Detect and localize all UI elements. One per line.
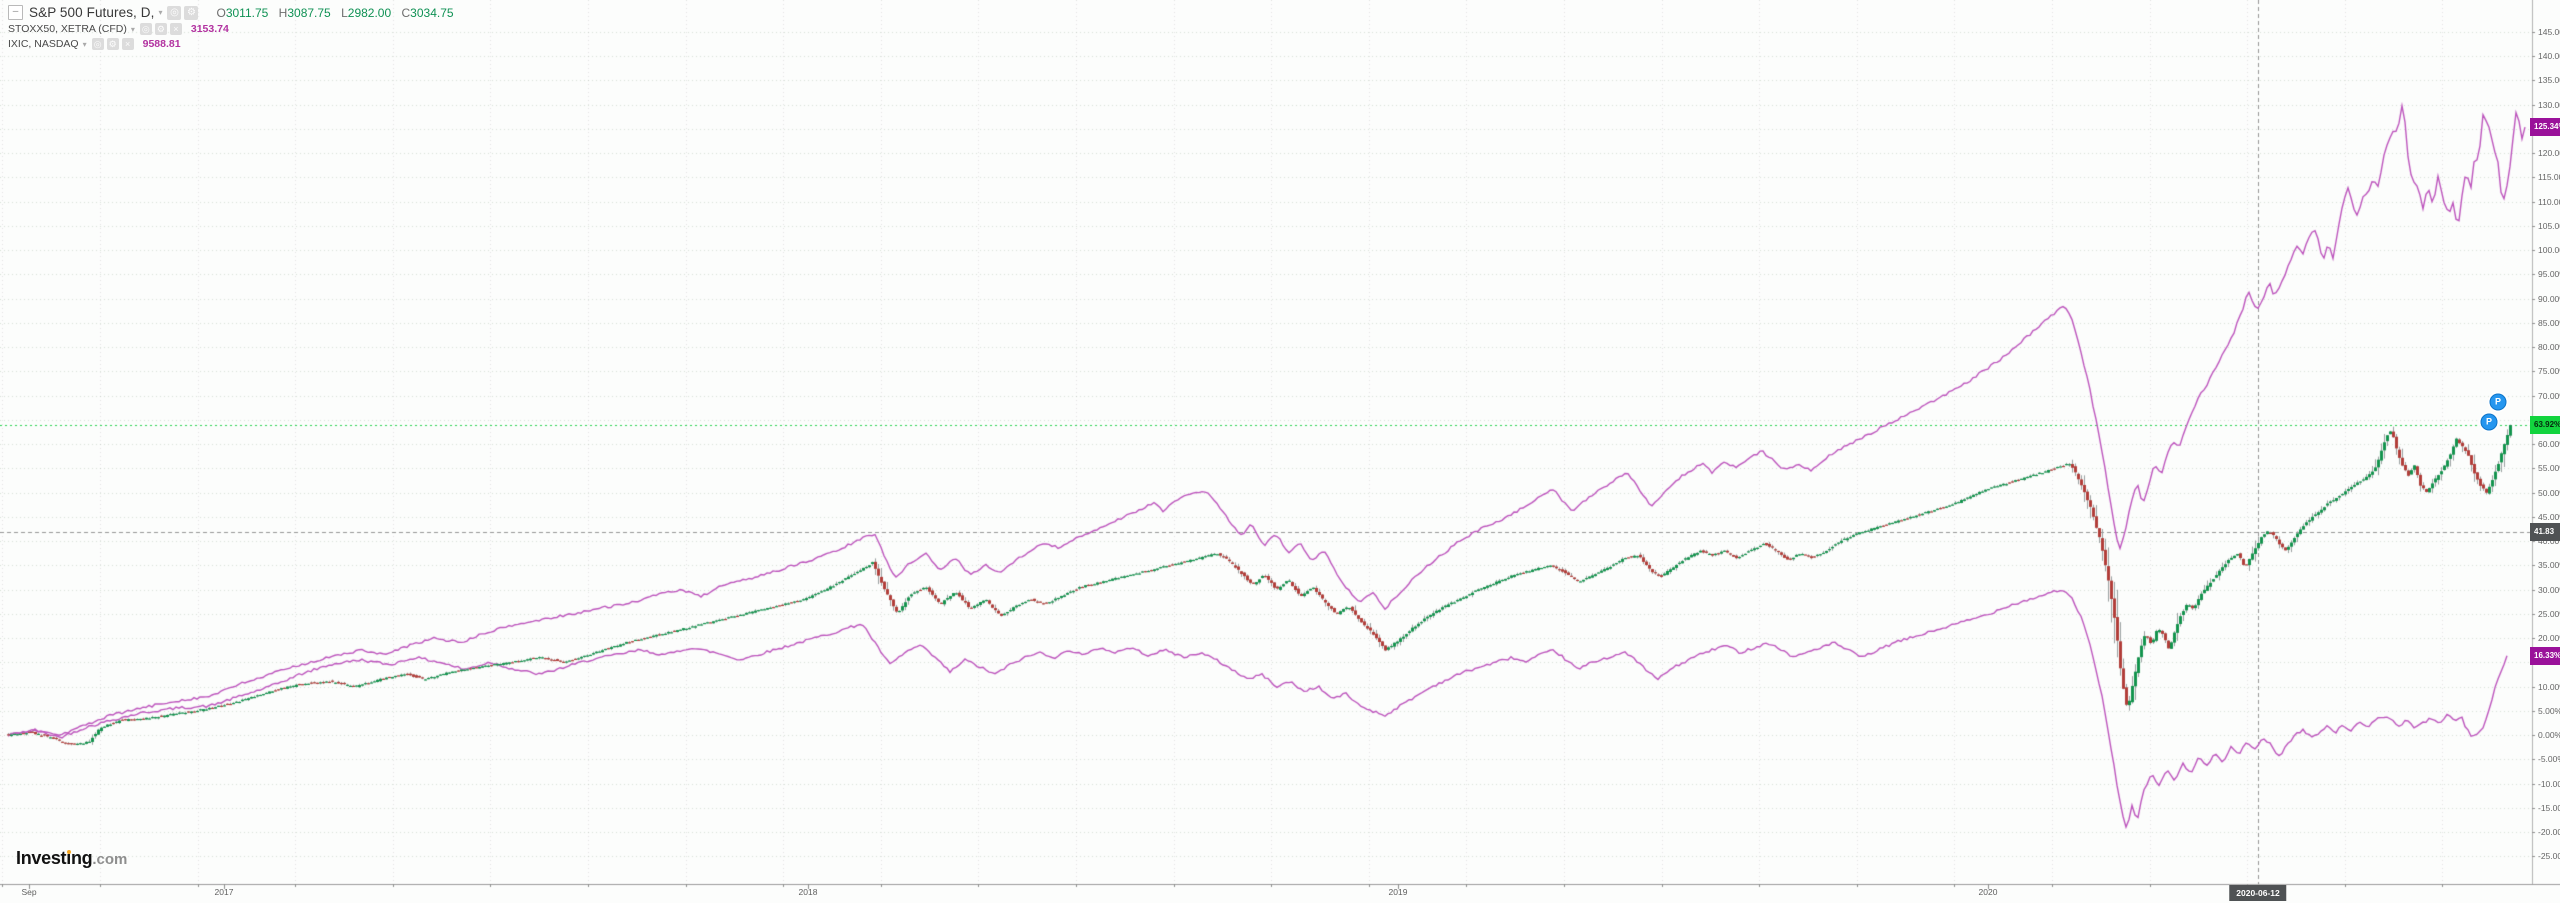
time-axis-label: Sep xyxy=(21,887,37,897)
settings-icon[interactable]: ⚙ xyxy=(154,23,167,35)
visibility-icon[interactable]: ◎ xyxy=(139,23,152,35)
crosshair-price-badge: 41.83 xyxy=(2530,523,2560,542)
price-axis-label: 110.00% xyxy=(2538,196,2560,207)
close-label: C xyxy=(401,5,411,20)
logo-tld: .com xyxy=(92,851,128,868)
legend-row-stoxx50: STOXX50, XETRA (CFD) ▾ ◎ ⚙ × 3153.74 xyxy=(8,23,454,35)
chevron-down-icon[interactable]: ▾ xyxy=(82,39,87,49)
price-axis-label: 25.00% xyxy=(2538,608,2560,619)
low-value: 2982.00 xyxy=(347,5,392,20)
symbol-title[interactable]: S&P 500 Futures, D, xyxy=(29,5,155,20)
price-axis-label: -20.00% xyxy=(2538,827,2560,837)
price-axis-label: 35.00% xyxy=(2538,560,2560,571)
price-axis-label: -5.00% xyxy=(2538,754,2560,765)
price-axis-label: 80.00% xyxy=(2538,342,2560,352)
position-marker[interactable]: P xyxy=(2489,393,2507,411)
visibility-icon[interactable]: ◎ xyxy=(91,38,104,50)
price-axis-label: 5.00% xyxy=(2538,705,2560,716)
last-value-badge-stoxx50: 16.33% xyxy=(2530,646,2560,665)
logo-text: Invest xyxy=(16,848,67,868)
compare-symbol-title[interactable]: STOXX50, XETRA (CFD) xyxy=(8,23,127,35)
legend-collapse-icon[interactable]: – xyxy=(8,5,23,20)
time-axis-label: 2020 xyxy=(1978,887,1998,897)
price-axis-label: 45.00% xyxy=(2538,511,2560,522)
price-axis-label: -25.00% xyxy=(2538,851,2560,862)
price-axis-label: 105.00% xyxy=(2538,220,2560,231)
price-axis-label: 95.00% xyxy=(2538,269,2560,280)
price-axis-label: 90.00% xyxy=(2538,293,2560,304)
remove-icon[interactable]: × xyxy=(169,23,182,35)
settings-icon[interactable]: ⚙ xyxy=(106,38,119,50)
settings-icon[interactable]: ⚙ xyxy=(184,5,199,20)
high-value: 3087.75 xyxy=(287,5,331,20)
ohlc-values: O3011.75 H3087.75 L2982.00 C3034.75 xyxy=(209,6,453,20)
price-axis-label: 75.00% xyxy=(2538,366,2560,377)
price-axis-label: 85.00% xyxy=(2538,317,2560,328)
logo-text: ng xyxy=(70,848,93,868)
high-label: H xyxy=(278,5,288,20)
remove-icon[interactable]: × xyxy=(121,38,134,50)
price-axis-label: 30.00% xyxy=(2538,584,2560,595)
price-axis-label: 100.00% xyxy=(2538,245,2560,255)
position-marker[interactable]: P xyxy=(2480,413,2498,431)
time-axis[interactable]: Sep 2017 2018 2019 2020 xyxy=(0,884,2560,903)
legend-row-ixic: IXIC, NASDAQ ▾ ◎ ⚙ × 9588.81 xyxy=(8,38,454,50)
price-axis-label: 115.00% xyxy=(2538,172,2560,183)
price-axis-label: 10.00% xyxy=(2538,681,2560,692)
price-axis-label: 55.00% xyxy=(2538,463,2560,474)
time-axis-label: 2019 xyxy=(1388,887,1408,897)
compare-last-value: 9588.81 xyxy=(142,38,181,50)
price-axis-label: 0.00% xyxy=(2538,730,2560,740)
chevron-down-icon[interactable]: ▾ xyxy=(158,8,163,17)
crosshair-date-badge: 2020-06-12 xyxy=(2229,885,2287,901)
close-value: 3034.75 xyxy=(410,5,454,20)
open-value: 3011.75 xyxy=(225,5,269,20)
price-axis-label: -10.00% xyxy=(2538,778,2560,789)
last-value-badge-ixic: 125.34% xyxy=(2530,118,2560,137)
price-axis-label: 140.00% xyxy=(2538,51,2560,61)
last-value-badge-s-p-500-futures: 63.92% xyxy=(2530,415,2560,434)
price-axis-label: 120.00% xyxy=(2538,148,2560,158)
compare-symbol-title[interactable]: IXIC, NASDAQ xyxy=(8,38,79,50)
logo-dotted-i: i xyxy=(66,848,71,868)
price-axis-label: 135.00% xyxy=(2538,75,2560,86)
open-label: O xyxy=(216,5,226,20)
investing-logo: Investing.com xyxy=(16,848,127,869)
chevron-down-icon[interactable]: ▾ xyxy=(130,24,135,34)
low-label: L xyxy=(341,5,348,20)
price-axis-label: 50.00% xyxy=(2538,487,2560,498)
compare-last-value: 3153.74 xyxy=(190,23,229,35)
price-axis-label: 145.00% xyxy=(2538,26,2560,37)
price-axis-label: 60.00% xyxy=(2538,439,2560,449)
price-axis-label: 70.00% xyxy=(2538,390,2560,401)
visibility-icon[interactable]: ◎ xyxy=(167,5,182,20)
time-axis-label: 2018 xyxy=(798,887,818,897)
legend-row-main: – S&P 500 Futures, D, ▾ ◎ ⚙ O3011.75 H30… xyxy=(8,5,454,20)
price-axis-label: -15.00% xyxy=(2538,802,2560,813)
price-axis-label: 20.00% xyxy=(2538,633,2560,643)
legend: – S&P 500 Futures, D, ▾ ◎ ⚙ O3011.75 H30… xyxy=(8,5,454,53)
time-axis-label: 2017 xyxy=(214,887,234,897)
price-axis-label: 130.00% xyxy=(2538,99,2560,110)
